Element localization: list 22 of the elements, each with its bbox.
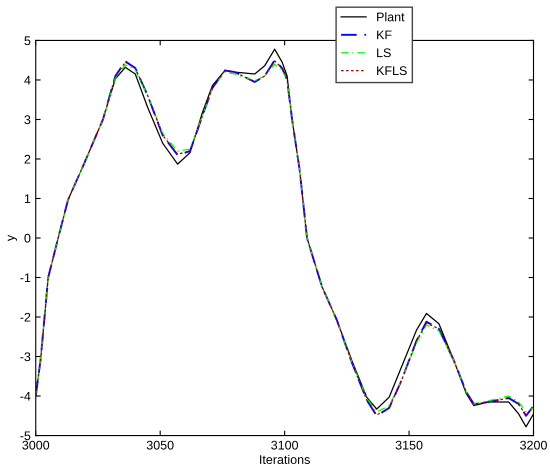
y-tick-label: -1 <box>20 273 30 282</box>
x-tick-label: 3150 <box>396 440 422 450</box>
y-axis-title: y <box>8 234 17 242</box>
y-tick-label: 3 <box>24 115 30 124</box>
y-tick-label: -2 <box>20 312 30 322</box>
y-tick-label: -3 <box>20 352 30 362</box>
x-axis-title: Iterations <box>260 454 310 464</box>
y-tick-label: 4 <box>24 76 31 84</box>
y-tick-label: 2 <box>24 154 30 164</box>
legend-label: KFLS <box>377 66 407 76</box>
x-tick-label: 3200 <box>520 440 547 450</box>
legend-label: KF <box>377 30 392 40</box>
x-tick-label: 3100 <box>271 440 298 450</box>
legend-label: LS <box>377 48 391 58</box>
y-tick-label: 0 <box>24 234 30 243</box>
y-tick-label: 5 <box>24 36 30 46</box>
y-tick-label: -5 <box>20 431 30 440</box>
x-tick-label: 3000 <box>22 440 50 450</box>
y-tick-label: -4 <box>20 392 31 401</box>
legend-label: Plant <box>377 12 404 22</box>
x-tick-label: 3050 <box>146 440 174 450</box>
y-tick-label: 1 <box>24 194 30 204</box>
